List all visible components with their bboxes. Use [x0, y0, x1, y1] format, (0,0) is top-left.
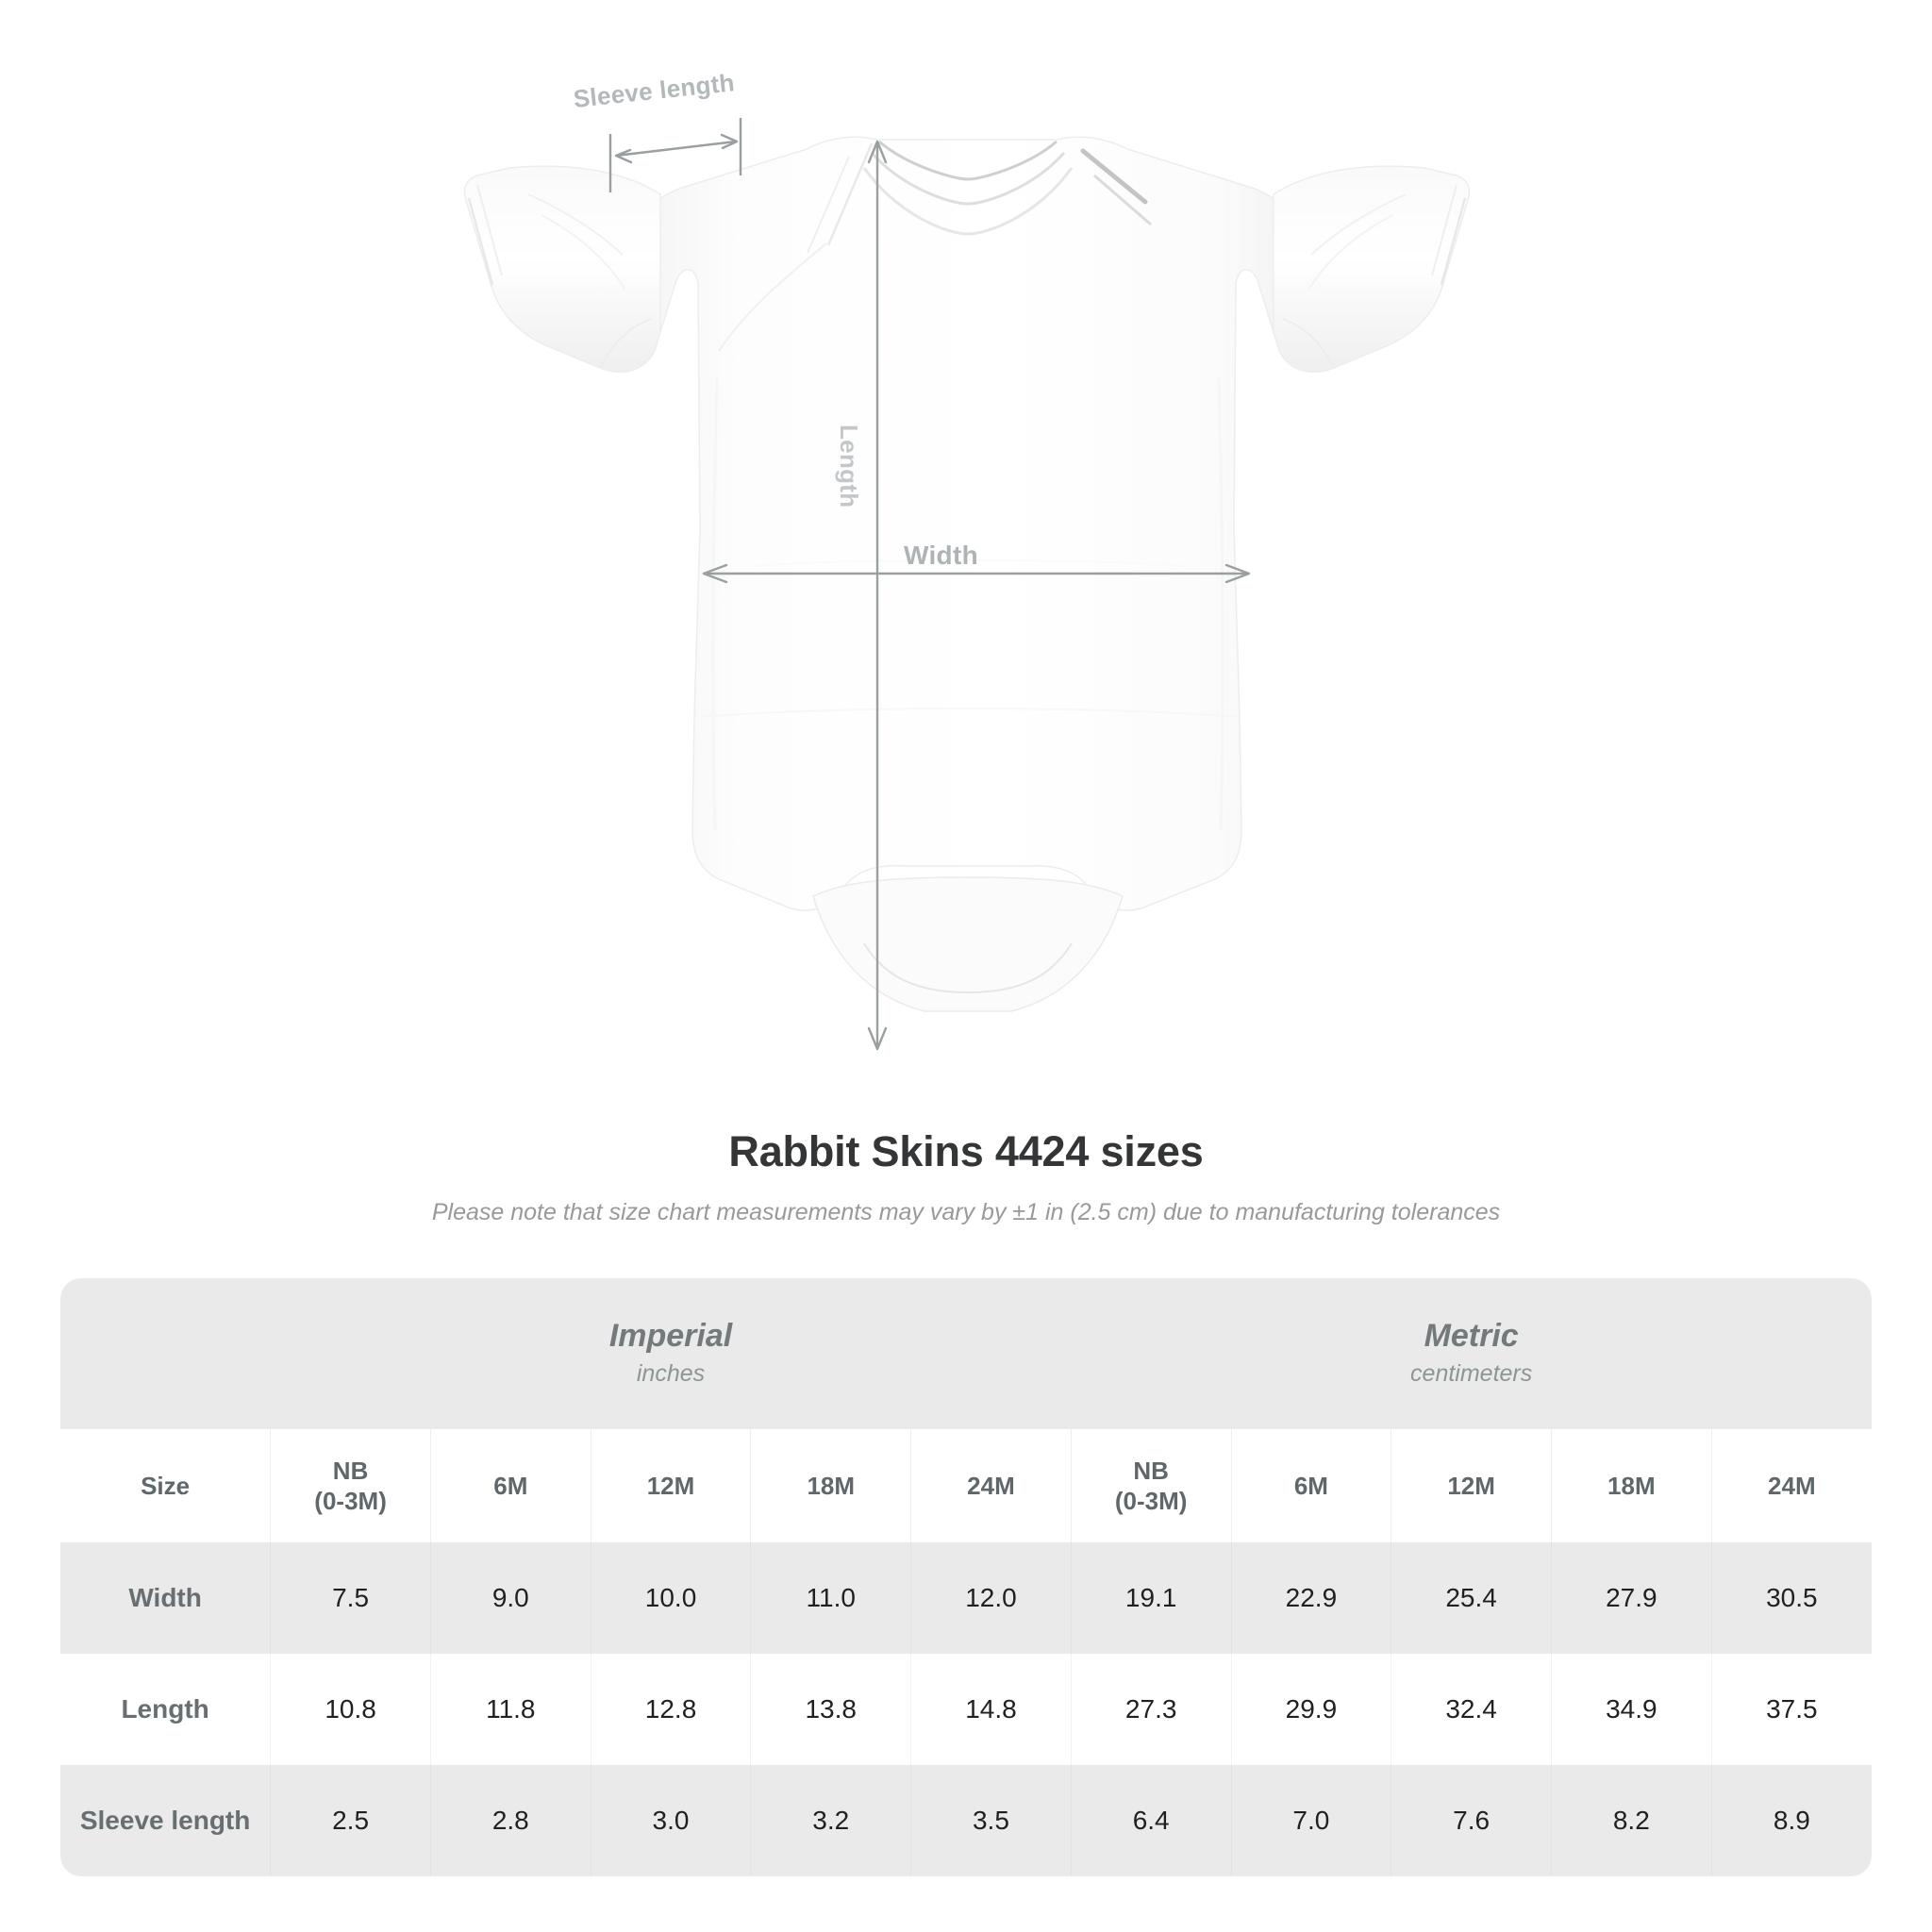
- cell-width-imperial-18m: 11.0: [750, 1542, 912, 1654]
- column-header-line1: 18M: [807, 1471, 856, 1500]
- cell-sleeve-metric-24m: 8.9: [1711, 1765, 1872, 1876]
- column-header-line1: 24M: [1768, 1471, 1816, 1500]
- cell-width-metric-24m: 30.5: [1711, 1542, 1872, 1654]
- cell-width-imperial-12m: 10.0: [591, 1542, 752, 1654]
- column-header-imperial-12m: 12M: [591, 1429, 752, 1542]
- unit-group-imperial: Imperial inches: [270, 1278, 1072, 1429]
- page-title: Rabbit Skins 4424 sizes: [728, 1127, 1204, 1175]
- unit-group-imperial-sub: inches: [636, 1359, 706, 1387]
- cell-width-metric-18m: 27.9: [1551, 1542, 1712, 1654]
- unit-group-metric-name: Metric: [1424, 1318, 1519, 1354]
- cell-sleeve-metric-12m: 7.6: [1391, 1765, 1552, 1876]
- cell-sleeve-imperial-12m: 3.0: [591, 1765, 752, 1876]
- unit-group-metric-sub: centimeters: [1410, 1359, 1533, 1387]
- cell-sleeve-imperial-nb: 2.5: [270, 1765, 431, 1876]
- column-header-imperial-nb: NB (0-3M): [270, 1429, 431, 1542]
- column-header-metric-nb: NB (0-3M): [1071, 1429, 1232, 1542]
- table-row-length: Length 10.8 11.8 12.8 13.8 14.8 27.3 29.…: [60, 1654, 1872, 1765]
- column-header-imperial-18m: 18M: [750, 1429, 912, 1542]
- table-row-width: Width 7.5 9.0 10.0 11.0 12.0 19.1 22.9 2…: [60, 1542, 1872, 1654]
- column-header-line1: 12M: [1447, 1471, 1495, 1500]
- column-header-line2: (0-3M): [1114, 1487, 1188, 1515]
- table-row-sleeve-length: Sleeve length 2.5 2.8 3.0 3.2 3.5 6.4 7.…: [60, 1765, 1872, 1876]
- cell-sleeve-metric-18m: 8.2: [1551, 1765, 1712, 1876]
- measurement-note: Please note that size chart measurements…: [431, 1199, 1501, 1225]
- cell-length-imperial-24m: 14.8: [910, 1654, 1072, 1765]
- column-header-imperial-24m: 24M: [910, 1429, 1072, 1542]
- column-header-line1: 18M: [1607, 1471, 1656, 1500]
- size-header-row: Size NB (0-3M) 6M 12M 18M 24M: [60, 1429, 1872, 1542]
- column-header-line2: (0-3M): [314, 1487, 387, 1515]
- cell-length-metric-6m: 29.9: [1231, 1654, 1392, 1765]
- cell-width-metric-nb: 19.1: [1071, 1542, 1232, 1654]
- cell-width-metric-6m: 22.9: [1231, 1542, 1392, 1654]
- column-header-line1: NB: [1133, 1456, 1169, 1485]
- cell-length-imperial-12m: 12.8: [591, 1654, 752, 1765]
- column-header-line1: 12M: [646, 1471, 695, 1500]
- unit-group-metric: Metric centimeters: [1071, 1278, 1872, 1429]
- unit-header-row: Imperial inches Metric centimeters: [60, 1278, 1872, 1429]
- column-header-size: Size: [60, 1429, 272, 1542]
- cell-length-metric-nb: 27.3: [1071, 1654, 1232, 1765]
- column-header-metric-12m: 12M: [1391, 1429, 1552, 1542]
- cell-length-imperial-18m: 13.8: [750, 1654, 912, 1765]
- column-header-line1: 24M: [967, 1471, 1015, 1500]
- column-header-metric-24m: 24M: [1711, 1429, 1872, 1542]
- size-table-wrapper: Imperial inches Metric centimeters Size …: [60, 1278, 1872, 1876]
- cell-width-imperial-6m: 9.0: [430, 1542, 591, 1654]
- cell-length-metric-18m: 34.9: [1551, 1654, 1712, 1765]
- row-label-width: Width: [60, 1542, 272, 1654]
- cell-width-imperial-nb: 7.5: [270, 1542, 431, 1654]
- unit-spacer-cell: [60, 1278, 271, 1429]
- cell-length-metric-12m: 32.4: [1391, 1654, 1552, 1765]
- column-header-line1: NB: [332, 1456, 369, 1485]
- title-block: Rabbit Skins 4424 sizes Please note that…: [0, 1127, 1932, 1226]
- cell-sleeve-metric-nb: 6.4: [1071, 1765, 1232, 1876]
- cell-length-imperial-6m: 11.8: [430, 1654, 591, 1765]
- column-header-metric-18m: 18M: [1551, 1429, 1712, 1542]
- column-header-imperial-6m: 6M: [430, 1429, 591, 1542]
- cell-length-imperial-nb: 10.8: [270, 1654, 431, 1765]
- row-label-length: Length: [60, 1654, 272, 1765]
- cell-sleeve-imperial-24m: 3.5: [910, 1765, 1072, 1876]
- cell-sleeve-imperial-6m: 2.8: [430, 1765, 591, 1876]
- cell-sleeve-metric-6m: 7.0: [1231, 1765, 1392, 1876]
- column-header-line1: 6M: [493, 1471, 528, 1500]
- row-label-sleeve-length: Sleeve length: [60, 1765, 272, 1876]
- width-label: Width: [904, 541, 978, 570]
- length-dimension: [867, 140, 888, 1051]
- unit-group-imperial-name: Imperial: [608, 1318, 733, 1354]
- length-label: Length: [835, 425, 863, 508]
- cell-width-imperial-24m: 12.0: [910, 1542, 1072, 1654]
- bodysuit-diagram: [463, 118, 1471, 1051]
- cell-width-metric-12m: 25.4: [1391, 1542, 1552, 1654]
- cell-length-metric-24m: 37.5: [1711, 1654, 1872, 1765]
- garment-illustration: Sleeve length Width Length: [463, 68, 1471, 1051]
- column-header-metric-6m: 6M: [1231, 1429, 1392, 1542]
- cell-sleeve-imperial-18m: 3.2: [750, 1765, 912, 1876]
- bodysuit-shape: [463, 136, 1471, 1012]
- column-header-line1: 6M: [1293, 1471, 1328, 1500]
- width-dimension: [702, 563, 1251, 584]
- size-table: Imperial inches Metric centimeters Size …: [60, 1278, 1872, 1876]
- sleeve-length-dimension: [608, 118, 742, 192]
